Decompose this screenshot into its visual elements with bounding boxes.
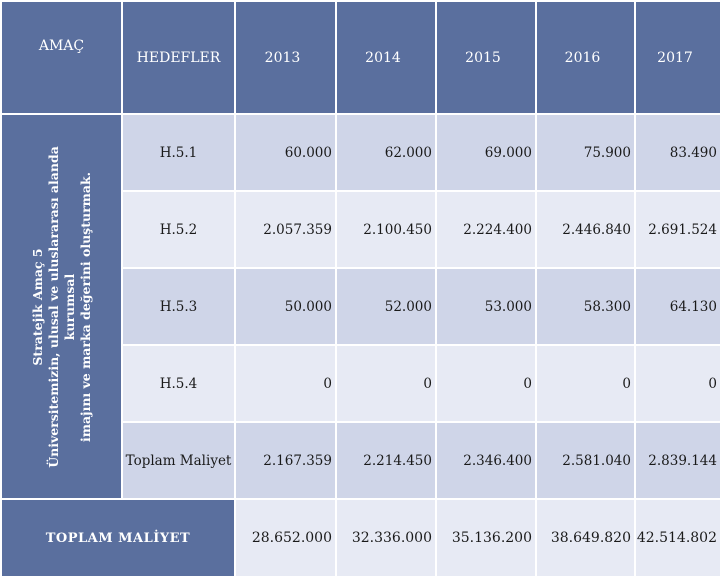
cell-value: 58.300	[535, 267, 636, 346]
strategic-goal-title: Stratejik Amaç 5	[29, 247, 45, 366]
cell-value: 69.000	[435, 113, 537, 192]
cell-value: 83.490	[634, 113, 720, 192]
cell-value: 2.581.040	[535, 421, 636, 500]
grand-total-value: 42.514.802	[634, 498, 720, 578]
strategic-goal-desc-2: imajını ve marka değerini oluşturmak.	[77, 171, 93, 442]
cell-value: 62.000	[335, 113, 437, 192]
cell-value: 2.839.144	[634, 421, 720, 500]
subtotal-row: Toplam Maliyet 2.167.359 2.214.450 2.346…	[1, 421, 720, 500]
grand-total-value: 32.336.000	[335, 498, 437, 578]
cell-value: 0	[234, 344, 337, 423]
header-year-2017: 2017	[634, 0, 720, 115]
cell-value: 0	[535, 344, 636, 423]
header-year-2015: 2015	[435, 0, 537, 115]
cell-value: 2.691.524	[634, 190, 720, 269]
header-year-2013: 2013	[234, 0, 337, 115]
table-row: Stratejik Amaç 5 Üniversitemizin, ulusal…	[0, 113, 720, 500]
cell-value: 53.000	[435, 267, 537, 346]
subtotal-label: Toplam Maliyet	[121, 421, 236, 500]
grand-total-row: TOPLAM MALİYET 28.652.000 32.336.000 35.…	[0, 498, 720, 578]
cell-value: 0	[435, 344, 537, 423]
cell-value: 2.346.400	[435, 421, 537, 500]
cell-value: 2.167.359	[234, 421, 337, 500]
row-label: H.5.3	[121, 267, 236, 346]
table-row: H.5.4 0 0 0 0 0	[1, 344, 720, 423]
header-year-2014: 2014	[335, 0, 437, 115]
grand-total-value: 28.652.000	[234, 498, 337, 578]
cell-value: 2.214.450	[335, 421, 437, 500]
grand-total-value: 35.136.200	[435, 498, 537, 578]
header-hedefler: HEDEFLER	[121, 0, 236, 115]
table-row: H.5.3 50.000 52.000 53.000 58.300 64.130	[1, 267, 720, 346]
table-row: H.5.2 2.057.359 2.100.450 2.224.400 2.44…	[1, 190, 720, 269]
row-label: H.5.1	[121, 113, 236, 192]
grand-total-label: TOPLAM MALİYET	[0, 498, 236, 578]
row-label: H.5.4	[121, 344, 236, 423]
cell-value: 2.446.840	[535, 190, 636, 269]
cell-value: 64.130	[634, 267, 720, 346]
strategic-goal-desc-1: Üniversitemizin, ulusal ve uluslararası …	[45, 145, 77, 468]
cell-value: 0	[335, 344, 437, 423]
row-label: H.5.2	[121, 190, 236, 269]
grand-total-value: 38.649.820	[535, 498, 636, 578]
cell-value: 75.900	[535, 113, 636, 192]
cell-value: 2.100.450	[335, 190, 437, 269]
cell-value: 52.000	[335, 267, 437, 346]
cell-value: 50.000	[234, 267, 337, 346]
cell-value: 0	[634, 344, 720, 423]
cell-value: 2.057.359	[234, 190, 337, 269]
header-row: AMAÇ HEDEFLER 2013 2014 2015 2016 2017	[0, 0, 720, 115]
cell-value: 60.000	[234, 113, 337, 192]
header-year-2016: 2016	[535, 0, 636, 115]
strategic-goal-label: Stratejik Amaç 5 Üniversitemizin, ulusal…	[0, 113, 123, 500]
cell-value: 2.224.400	[435, 190, 537, 269]
header-amac: AMAÇ	[0, 0, 123, 115]
